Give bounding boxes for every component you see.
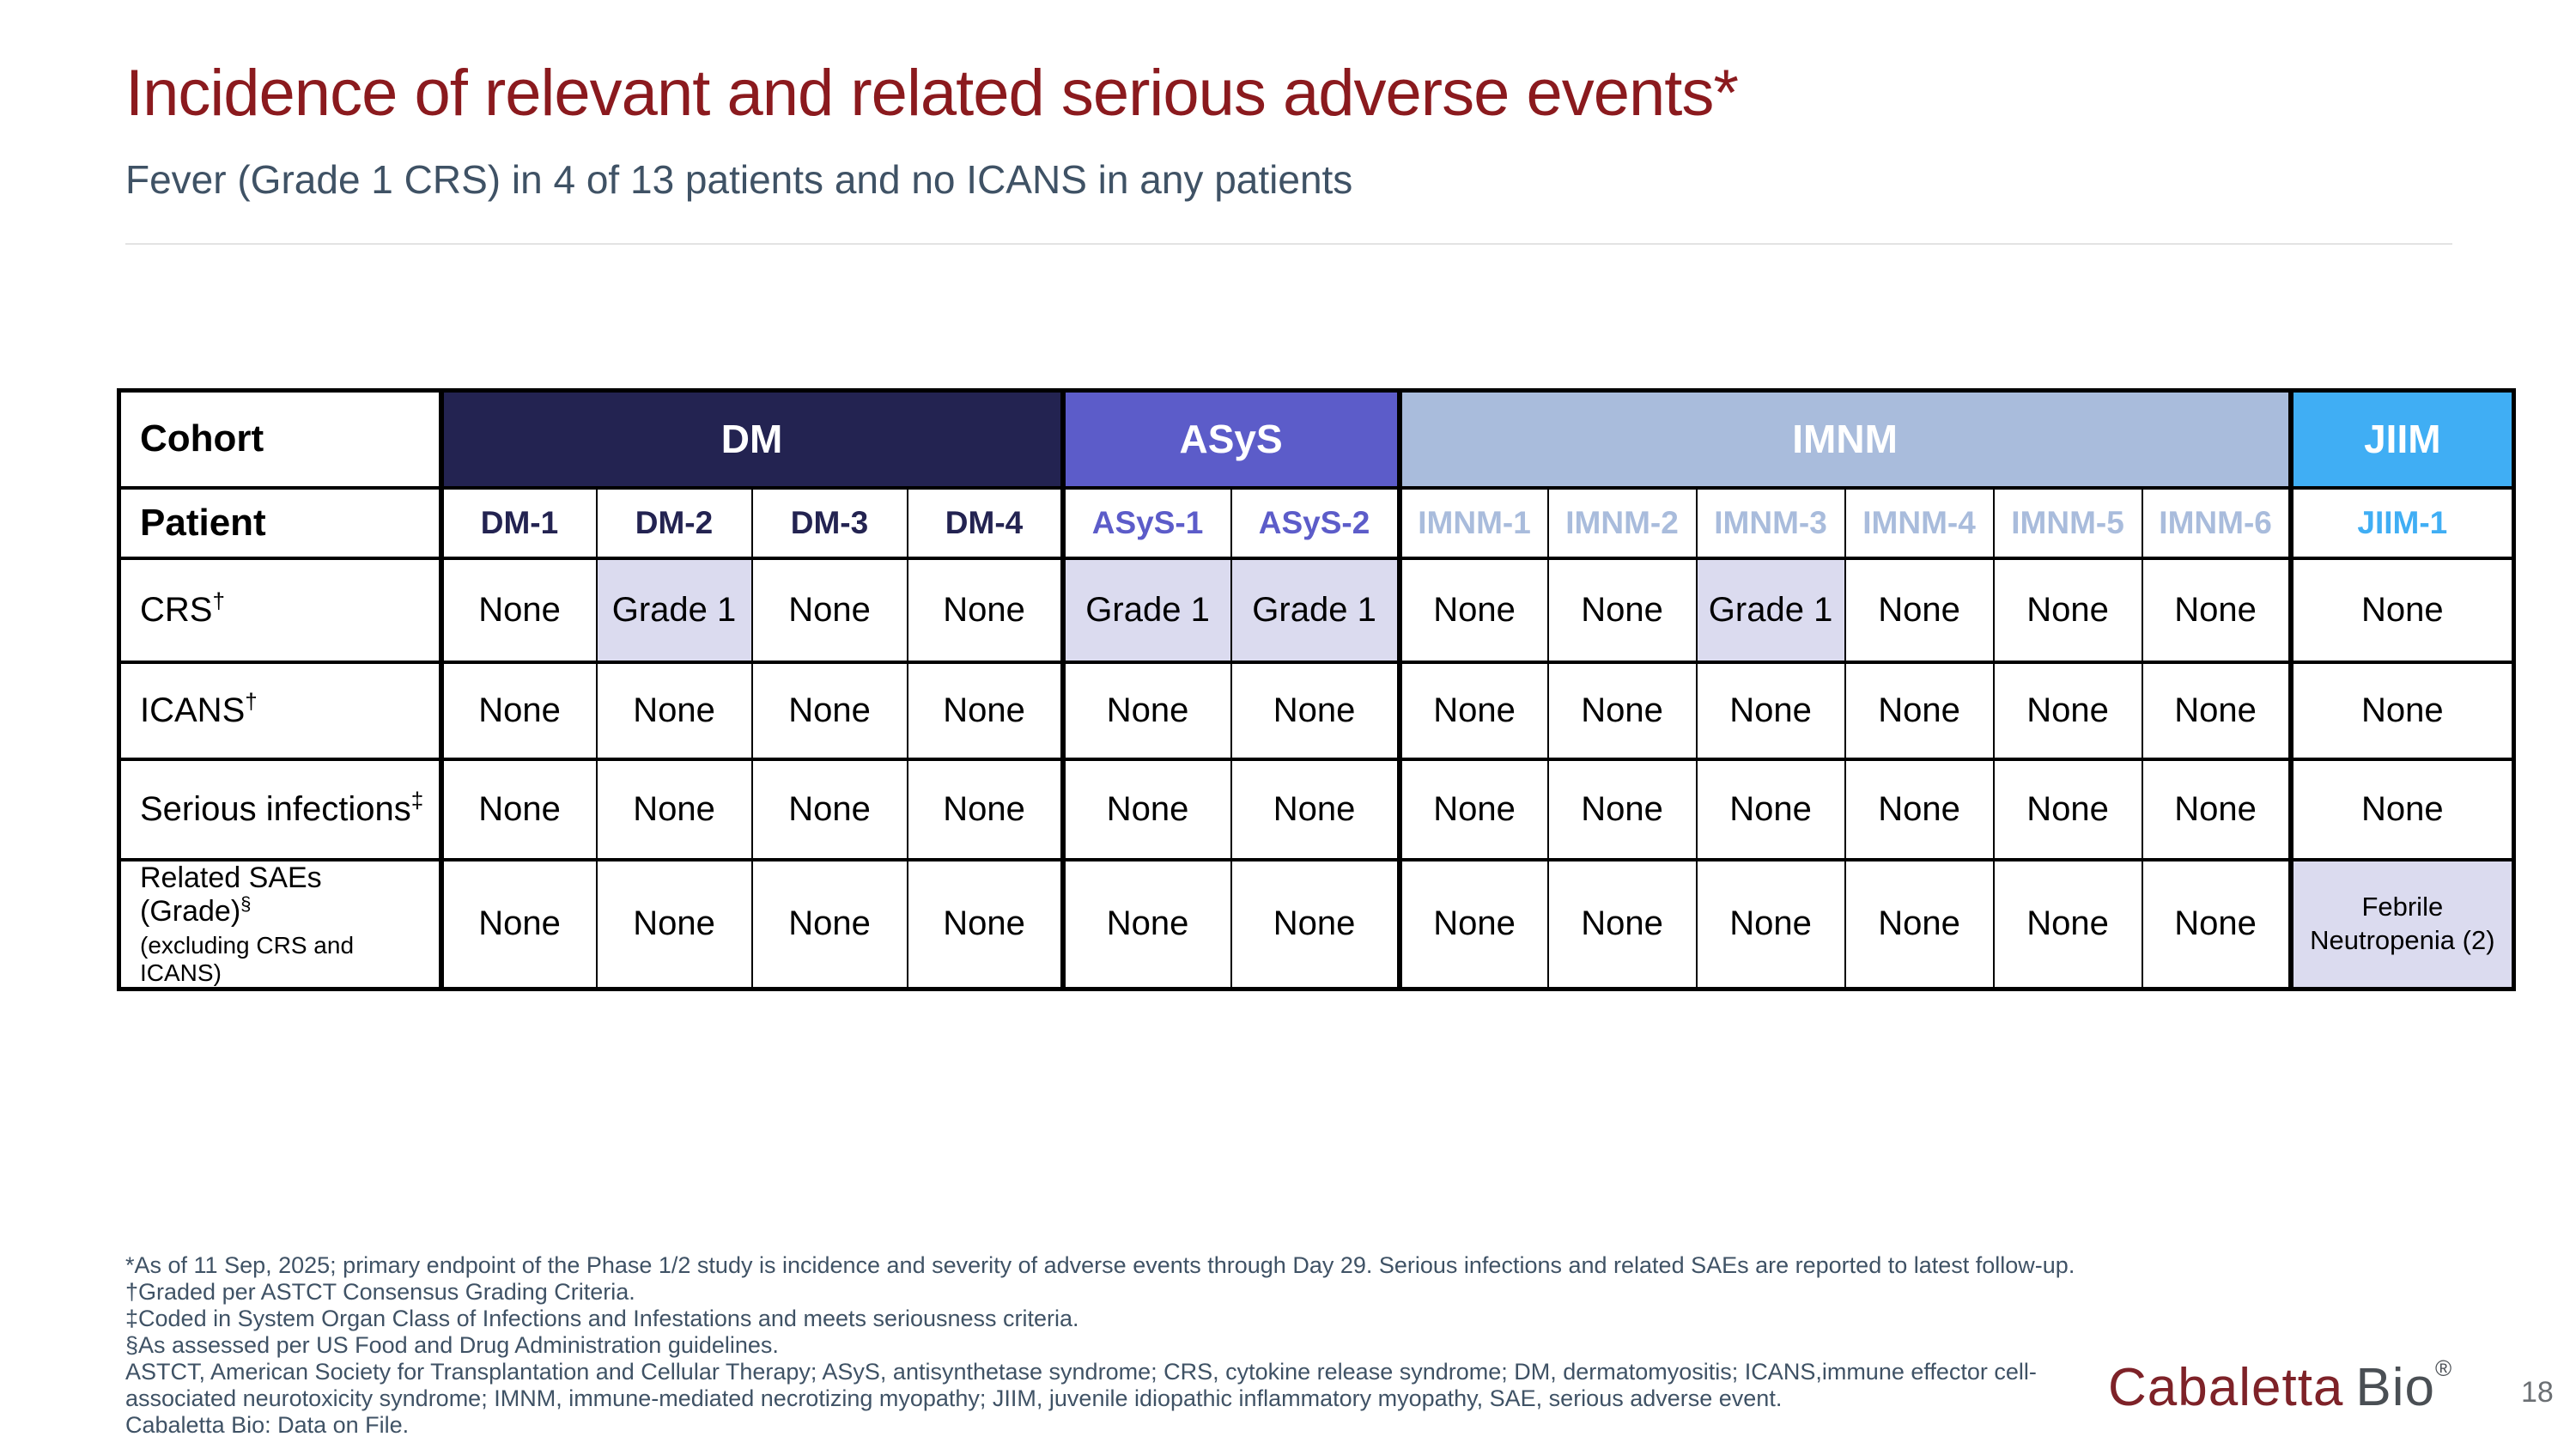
cell-serious-infections-dm-4: None: [906, 757, 1064, 861]
cell-serious-infections-imnm-2: None: [1546, 757, 1698, 861]
cell-related-saes-grade-asys-2: None: [1230, 857, 1400, 990]
cell-crs-asys-2: Grade 1: [1230, 556, 1400, 664]
cell-crs-asys-1: Grade 1: [1060, 556, 1232, 664]
patient-header-cell: Patient: [118, 485, 444, 560]
footnote-line: ‡Coded in System Organ Class of Infectio…: [125, 1306, 1079, 1331]
cell-serious-infections-dm-3: None: [750, 757, 908, 861]
cell-related-saes-grade-imnm-5: None: [1992, 857, 2143, 990]
patient-header-imnm-5: IMNM-5: [1992, 485, 2143, 560]
patient-header-imnm-2: IMNM-2: [1546, 485, 1698, 560]
cell-icans-imnm-3: None: [1695, 660, 1846, 761]
cell-crs-dm-2: Grade 1: [595, 556, 753, 664]
cell-serious-infections-jiim-1: None: [2287, 757, 2515, 861]
cell-crs-jiim-1: None: [2287, 556, 2515, 664]
patient-header-jiim-1: JIIM-1: [2287, 485, 2515, 560]
footnote-line: Cabaletta Bio: Data on File.: [125, 1412, 410, 1438]
cell-related-saes-grade-jiim-1: Febrile Neutropenia (2): [2287, 857, 2515, 990]
cell-icans-asys-1: None: [1060, 660, 1232, 761]
patient-header-imnm-3: IMNM-3: [1695, 485, 1846, 560]
cell-related-saes-grade-imnm-3: None: [1695, 857, 1846, 990]
footnote-line: ASTCT, American Society for Transplantat…: [125, 1359, 2037, 1411]
cohort-header-cell: Cohort: [118, 388, 444, 490]
cell-icans-imnm-2: None: [1546, 660, 1698, 761]
cell-related-saes-grade-asys-1: None: [1060, 857, 1232, 990]
cell-crs-imnm-3: Grade 1: [1695, 556, 1846, 664]
group-header-asys: ASyS: [1060, 388, 1400, 490]
cell-icans-dm-1: None: [438, 660, 598, 761]
cell-icans-dm-2: None: [595, 660, 753, 761]
cell-icans-imnm-5: None: [1992, 660, 2143, 761]
cell-icans-dm-4: None: [906, 660, 1064, 761]
row-label-crs: CRS†: [118, 556, 444, 664]
cell-crs-imnm-2: None: [1546, 556, 1698, 664]
cell-serious-infections-dm-2: None: [595, 757, 753, 861]
cell-related-saes-grade-imnm-2: None: [1546, 857, 1698, 990]
cell-icans-imnm-4: None: [1844, 660, 1995, 761]
group-header-imnm: IMNM: [1396, 388, 2292, 490]
patient-header-dm-4: DM-4: [906, 485, 1064, 560]
cell-icans-imnm-1: None: [1396, 660, 1549, 761]
patient-header-imnm-1: IMNM-1: [1396, 485, 1549, 560]
registered-trademark-icon: ®: [2435, 1355, 2453, 1381]
footnote-line: †Graded per ASTCT Consensus Grading Crit…: [125, 1279, 635, 1305]
page-title: Incidence of relevant and related seriou…: [125, 57, 1739, 130]
patient-header-imnm-6: IMNM-6: [2141, 485, 2292, 560]
cell-icans-asys-2: None: [1230, 660, 1400, 761]
page-subtitle: Fever (Grade 1 CRS) in 4 of 13 patients …: [125, 157, 1353, 202]
patient-header-dm-2: DM-2: [595, 485, 753, 560]
patient-header-asys-1: ASyS-1: [1060, 485, 1232, 560]
logo-text-bio: Bio: [2355, 1358, 2436, 1417]
footnote-line: *As of 11 Sep, 2025; primary endpoint of…: [125, 1252, 2075, 1278]
cell-icans-jiim-1: None: [2287, 660, 2515, 761]
cell-related-saes-grade-imnm-6: None: [2141, 857, 2292, 990]
cell-crs-dm-1: None: [438, 556, 598, 664]
cell-crs-imnm-4: None: [1844, 556, 1995, 664]
cell-related-saes-grade-dm-3: None: [750, 857, 908, 990]
cell-serious-infections-imnm-1: None: [1396, 757, 1549, 861]
cell-icans-imnm-6: None: [2141, 660, 2292, 761]
cell-related-saes-grade-dm-1: None: [438, 857, 598, 990]
cell-crs-imnm-6: None: [2141, 556, 2292, 664]
cell-related-saes-grade-imnm-1: None: [1396, 857, 1549, 990]
cell-related-saes-grade-imnm-4: None: [1844, 857, 1995, 990]
header-divider: [125, 243, 2452, 245]
row-label-related-saes-grade: Related SAEs (Grade)§ (excluding CRS and …: [118, 857, 444, 990]
footnote-line: §As assessed per US Food and Drug Admini…: [125, 1332, 779, 1358]
group-header-jiim: JIIM: [2287, 388, 2515, 490]
cell-crs-dm-4: None: [906, 556, 1064, 664]
cell-crs-imnm-5: None: [1992, 556, 2143, 664]
adverse-events-table: Cohort DM ASyS IMNM JIIM Patient DM-1 DM-2 DM-3 D…: [117, 388, 2517, 991]
patient-header-imnm-4: IMNM-4: [1844, 485, 1995, 560]
row-label-icans: ICANS†: [118, 660, 444, 761]
cell-serious-infections-imnm-6: None: [2141, 757, 2292, 861]
patient-header-dm-3: DM-3: [750, 485, 908, 560]
logo-text-cabaletta: Cabaletta: [2108, 1358, 2344, 1417]
cell-crs-dm-3: None: [750, 556, 908, 664]
group-header-dm: DM: [438, 388, 1064, 490]
cabaletta-bio-logo: Cabaletta Bio®: [2108, 1355, 2452, 1418]
cell-crs-imnm-1: None: [1396, 556, 1549, 664]
page-number: 18: [2521, 1376, 2554, 1409]
cell-serious-infections-imnm-3: None: [1695, 757, 1846, 861]
patient-header-asys-2: ASyS-2: [1230, 485, 1400, 560]
cell-related-saes-grade-dm-2: None: [595, 857, 753, 990]
cell-serious-infections-asys-2: None: [1230, 757, 1400, 861]
cell-serious-infections-imnm-5: None: [1992, 757, 2143, 861]
footnotes: *As of 11 Sep, 2025; primary endpoint of…: [125, 1252, 2100, 1439]
row-label-serious-infections: Serious infections‡: [118, 757, 444, 861]
cell-serious-infections-imnm-4: None: [1844, 757, 1995, 861]
cell-serious-infections-asys-1: None: [1060, 757, 1232, 861]
cell-related-saes-grade-dm-4: None: [906, 857, 1064, 990]
cell-serious-infections-dm-1: None: [438, 757, 598, 861]
cell-icans-dm-3: None: [750, 660, 908, 761]
patient-header-dm-1: DM-1: [438, 485, 598, 560]
